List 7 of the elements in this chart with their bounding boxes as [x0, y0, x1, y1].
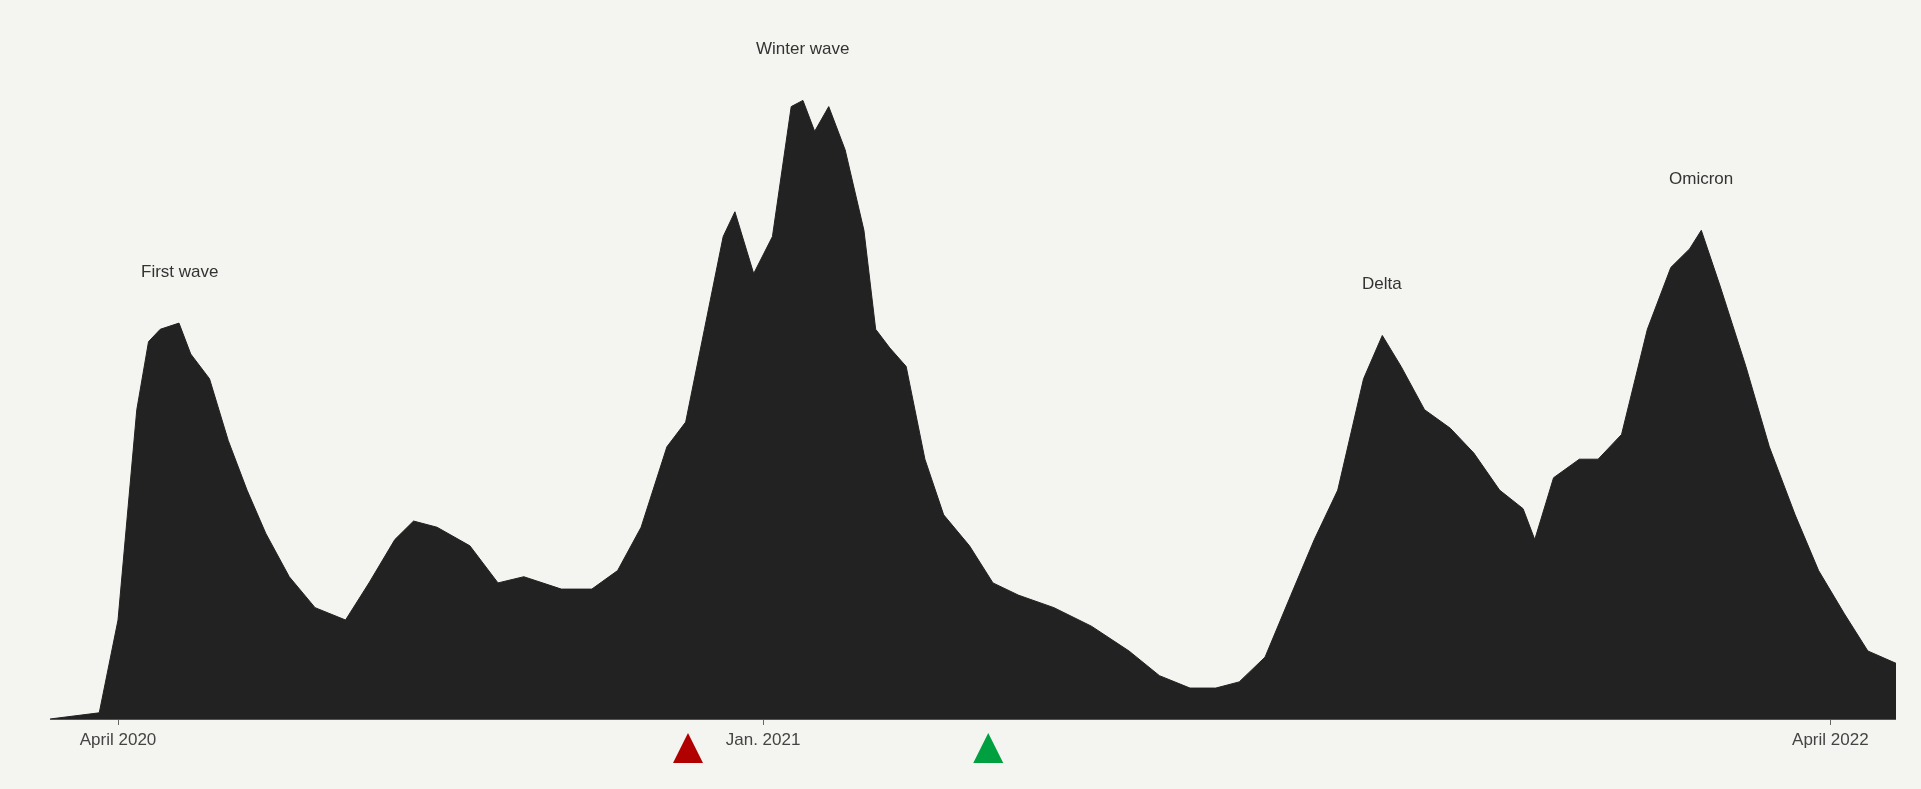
x-tick-label: April 2022 [1792, 730, 1869, 750]
annotation: Omicron [1669, 169, 1734, 188]
annotation: First wave [141, 262, 219, 281]
annotation: Winter wave [756, 39, 850, 58]
x-tick-label: Jan. 2021 [725, 730, 801, 750]
x-tick-label: April 2020 [79, 730, 157, 750]
annotation: Delta [1362, 274, 1403, 293]
